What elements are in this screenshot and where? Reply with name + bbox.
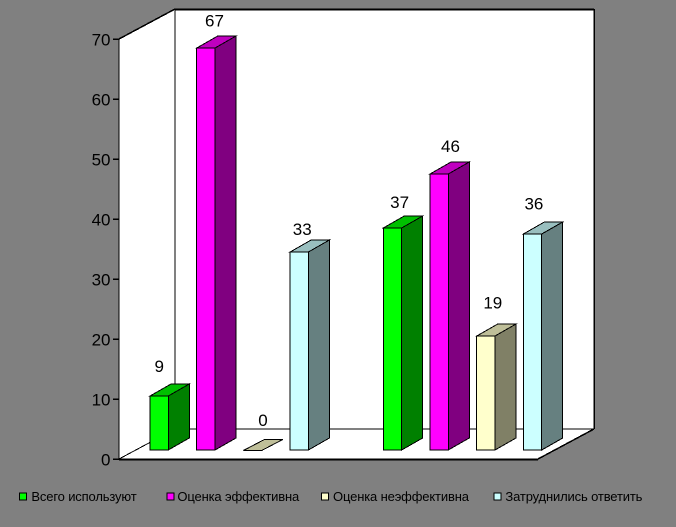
svg-text:37: 37 <box>390 193 409 212</box>
svg-text:60: 60 <box>92 91 111 110</box>
svg-text:30: 30 <box>92 271 111 290</box>
svg-text:70: 70 <box>92 31 111 50</box>
svg-text:46: 46 <box>441 137 460 156</box>
svg-text:40: 40 <box>92 211 111 230</box>
svg-text:0: 0 <box>258 411 267 430</box>
svg-text:33: 33 <box>293 220 312 239</box>
svg-text:10: 10 <box>92 391 111 410</box>
svg-text:0: 0 <box>101 451 110 470</box>
svg-text:36: 36 <box>524 194 543 213</box>
svg-text:67: 67 <box>205 12 224 31</box>
svg-text:20: 20 <box>92 331 111 350</box>
svg-text:9: 9 <box>154 357 163 376</box>
svg-text:Оценка неэффективна: Оценка неэффективна <box>333 489 470 504</box>
svg-text:Оценка эффективна: Оценка эффективна <box>177 489 300 504</box>
svg-text:50: 50 <box>92 151 111 170</box>
svg-text:Затруднились ответить: Затруднились ответить <box>505 489 642 504</box>
svg-text:Всего используют: Всего используют <box>31 489 136 504</box>
svg-text:19: 19 <box>483 293 502 312</box>
